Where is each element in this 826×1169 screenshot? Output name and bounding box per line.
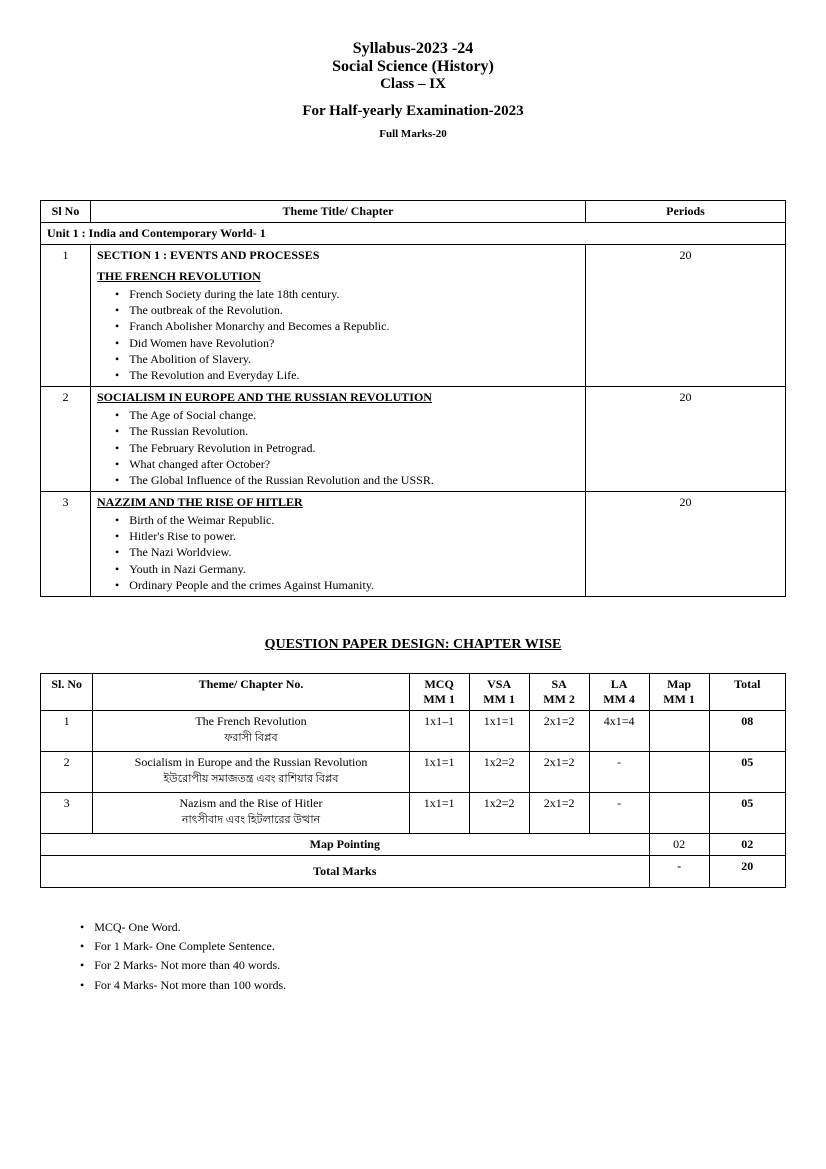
header-slno: Sl No xyxy=(41,201,91,223)
unit-label: Unit 1 : India and Contemporary World- 1 xyxy=(41,223,786,245)
bullet-item: The Russian Revolution. xyxy=(115,423,579,439)
bullet-item: The Age of Social change. xyxy=(115,407,579,423)
bullet-item: Franch Abolisher Monarchy and Becomes a … xyxy=(115,318,579,334)
row-content: NAZZIM AND THE RISE OF HITLER Birth of t… xyxy=(91,492,586,597)
table-row: 1 SECTION 1 : EVENTS AND PROCESSES THE F… xyxy=(41,245,786,387)
qpd-vsa: 1x2=2 xyxy=(469,793,529,834)
qpd-sl: 1 xyxy=(41,711,93,752)
row-sl: 1 xyxy=(41,245,91,387)
row-sl: 2 xyxy=(41,387,91,492)
bullet-item: Did Women have Revolution? xyxy=(115,335,579,351)
qpd-theme: The French Revolution ফরাসী বিপ্লব xyxy=(93,711,409,752)
qpd-header-sl: Sl. No xyxy=(41,674,93,711)
qpd-header-theme: Theme/ Chapter No. xyxy=(93,674,409,711)
bullet-list: French Society during the late 18th cent… xyxy=(97,286,579,383)
qpd-header-total: Total xyxy=(709,674,785,711)
unit-row: Unit 1 : India and Contemporary World- 1 xyxy=(41,223,786,245)
title-line-4: For Half-yearly Examination-2023 xyxy=(40,103,786,120)
row-periods: 20 xyxy=(586,492,786,597)
qpd-header-map: MapMM 1 xyxy=(649,674,709,711)
row-periods: 20 xyxy=(586,245,786,387)
map-pointing-value: 02 xyxy=(649,834,709,856)
bullet-item: Ordinary People and the crimes Against H… xyxy=(115,577,579,593)
qpd-header-sa: SAMM 2 xyxy=(529,674,589,711)
header-periods: Periods xyxy=(586,201,786,223)
row-sl: 3 xyxy=(41,492,91,597)
bullet-item: French Society during the late 18th cent… xyxy=(115,286,579,302)
syllabus-table: Sl No Theme Title/ Chapter Periods Unit … xyxy=(40,200,786,597)
notes-list: MCQ- One Word. For 1 Mark- One Complete … xyxy=(40,918,786,995)
qpd-mcq: 1x1=1 xyxy=(409,752,469,793)
header-theme: Theme Title/ Chapter xyxy=(91,201,586,223)
qpd-header-la: LAMM 4 xyxy=(589,674,649,711)
map-pointing-label: Map Pointing xyxy=(41,834,650,856)
qpd-total-row: Total Marks - 20 xyxy=(41,856,786,888)
qpd-map xyxy=(649,711,709,752)
bullet-item: What changed after October? xyxy=(115,456,579,472)
full-marks: Full Marks-20 xyxy=(40,128,786,140)
title-line-2: Social Science (History) xyxy=(40,58,786,76)
qpd-table: Sl. No Theme/ Chapter No. MCQMM 1 VSAMM … xyxy=(40,673,786,888)
title-line-1: Syllabus-2023 -24 xyxy=(40,40,786,58)
bullet-list: The Age of Social change. The Russian Re… xyxy=(97,407,579,488)
note-item: For 1 Mark- One Complete Sentence. xyxy=(80,937,786,956)
bullet-item: The Abolition of Slavery. xyxy=(115,351,579,367)
total-marks-map: - xyxy=(649,856,709,888)
qpd-sl: 3 xyxy=(41,793,93,834)
qpd-theme: Nazism and the Rise of Hitler নাৎসীবাদ এ… xyxy=(93,793,409,834)
total-marks-value: 20 xyxy=(709,856,785,888)
qpd- ui-map xyxy=(649,752,709,793)
table-row: 3 NAZZIM AND THE RISE OF HITLER Birth of… xyxy=(41,492,786,597)
total-marks-label: Total Marks xyxy=(41,856,650,888)
note-item: MCQ- One Word. xyxy=(80,918,786,937)
qpd-la: 4x1=4 xyxy=(589,711,649,752)
bullet-item: The February Revolution in Petrograd. xyxy=(115,440,579,456)
qpd-la: - xyxy=(589,752,649,793)
qpd-total: 08 xyxy=(709,711,785,752)
note-item: For 4 Marks- Not more than 100 words. xyxy=(80,976,786,995)
qpd-header-mcq: MCQMM 1 xyxy=(409,674,469,711)
topic-title: THE FRENCH REVOLUTION xyxy=(97,269,579,284)
bullet-item: The Nazi Worldview. xyxy=(115,544,579,560)
qpd-total: 05 xyxy=(709,752,785,793)
bullet-item: Hitler's Rise to power. xyxy=(115,528,579,544)
document-header: Syllabus-2023 -24 Social Science (Histor… xyxy=(40,40,786,140)
qpd-vsa: 1x2=2 xyxy=(469,752,529,793)
bullet-item: Birth of the Weimar Republic. xyxy=(115,512,579,528)
table-row: 2 SOCIALISM IN EUROPE AND THE RUSSIAN RE… xyxy=(41,387,786,492)
row-periods: 20 xyxy=(586,387,786,492)
qpd-row: 3 Nazism and the Rise of Hitler নাৎসীবাদ… xyxy=(41,793,786,834)
bullet-item: The outbreak of the Revolution. xyxy=(115,302,579,318)
row-content: SOCIALISM IN EUROPE AND THE RUSSIAN REVO… xyxy=(91,387,586,492)
map-pointing-total: 02 xyxy=(709,834,785,856)
qpd-header-row: Sl. No Theme/ Chapter No. MCQMM 1 VSAMM … xyxy=(41,674,786,711)
row-content: SECTION 1 : EVENTS AND PROCESSES THE FRE… xyxy=(91,245,586,387)
qpd-header-vsa: VSAMM 1 xyxy=(469,674,529,711)
qpd-sa: 2x1=2 xyxy=(529,793,589,834)
qpd-la: - xyxy=(589,793,649,834)
qpd-row: 2 Socialism in Europe and the Russian Re… xyxy=(41,752,786,793)
qpd-vsa: 1x1=1 xyxy=(469,711,529,752)
title-line-3: Class – IX xyxy=(40,76,786,93)
bullet-item: The Revolution and Everyday Life. xyxy=(115,367,579,383)
table-header-row: Sl No Theme Title/ Chapter Periods xyxy=(41,201,786,223)
section-title: SECTION 1 : EVENTS AND PROCESSES xyxy=(97,248,319,262)
qpd-map-row: Map Pointing 02 02 xyxy=(41,834,786,856)
qpd-title: QUESTION PAPER DESIGN: CHAPTER WISE xyxy=(40,637,786,653)
qpd-sa: 2x1=2 xyxy=(529,752,589,793)
qpd-map xyxy=(649,793,709,834)
qpd-theme: Socialism in Europe and the Russian Revo… xyxy=(93,752,409,793)
qpd-total: 05 xyxy=(709,793,785,834)
topic-title: NAZZIM AND THE RISE OF HITLER xyxy=(97,495,579,510)
note-item: For 2 Marks- Not more than 40 words. xyxy=(80,956,786,975)
qpd-row: 1 The French Revolution ফরাসী বিপ্লব 1x1… xyxy=(41,711,786,752)
bullet-list: Birth of the Weimar Republic. Hitler's R… xyxy=(97,512,579,593)
bullet-item: Youth in Nazi Germany. xyxy=(115,561,579,577)
qpd-mcq: 1x1=1 xyxy=(409,793,469,834)
qpd-sl: 2 xyxy=(41,752,93,793)
bullet-item: The Global Influence of the Russian Revo… xyxy=(115,472,579,488)
qpd-mcq: 1x1–1 xyxy=(409,711,469,752)
topic-title: SOCIALISM IN EUROPE AND THE RUSSIAN REVO… xyxy=(97,390,579,405)
qpd-sa: 2x1=2 xyxy=(529,711,589,752)
